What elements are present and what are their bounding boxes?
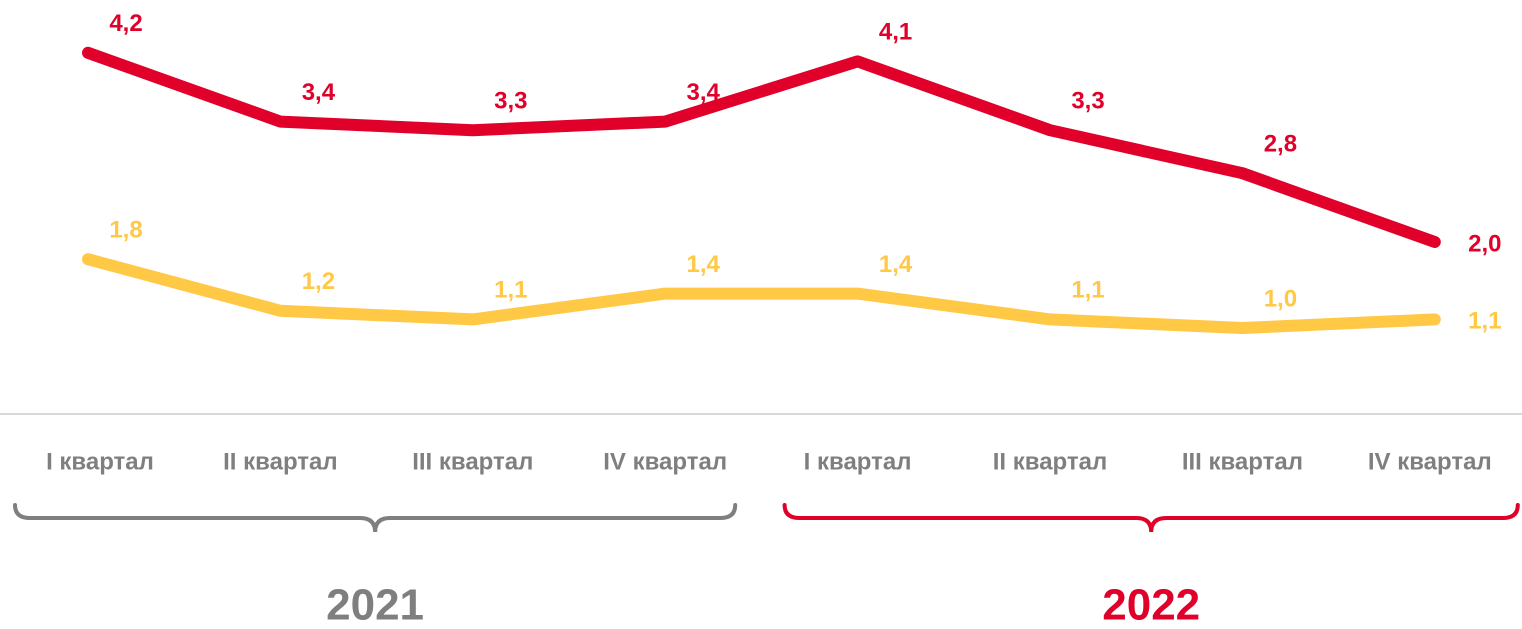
group-brace <box>782 503 1520 533</box>
series-line <box>82 46 1441 248</box>
data-label: 3,4 <box>302 79 336 106</box>
x-tick-label: III квартал <box>1182 448 1303 475</box>
data-label: 1,1 <box>1071 277 1104 304</box>
x-tick-label: IV квартал <box>603 448 727 475</box>
group-brace <box>13 503 738 533</box>
group-label: 2021 <box>326 581 424 629</box>
data-label: 3,3 <box>1071 88 1104 115</box>
data-label: 2,0 <box>1468 230 1501 257</box>
data-label: 1,0 <box>1264 285 1297 312</box>
x-tick-label: III квартал <box>412 448 533 475</box>
x-tick-label: IV квартал <box>1368 448 1492 475</box>
x-tick-label: I квартал <box>804 448 912 475</box>
data-label: 1,4 <box>687 251 721 278</box>
data-label: 1,2 <box>302 268 335 295</box>
data-label: 1,8 <box>109 217 142 244</box>
data-label: 4,2 <box>109 10 142 37</box>
data-label: 4,1 <box>879 19 912 46</box>
data-label: 3,4 <box>687 79 721 106</box>
data-label: 3,3 <box>494 88 527 115</box>
series-line <box>82 253 1441 334</box>
x-tick-label: II квартал <box>223 448 338 475</box>
x-tick-label: II квартал <box>993 448 1108 475</box>
data-label: 2,8 <box>1264 131 1297 158</box>
data-label: 1,1 <box>1468 308 1501 335</box>
x-tick-label: I квартал <box>46 448 154 475</box>
group-label: 2022 <box>1102 581 1200 629</box>
data-label: 1,4 <box>879 251 913 278</box>
data-label: 1,1 <box>494 277 527 304</box>
